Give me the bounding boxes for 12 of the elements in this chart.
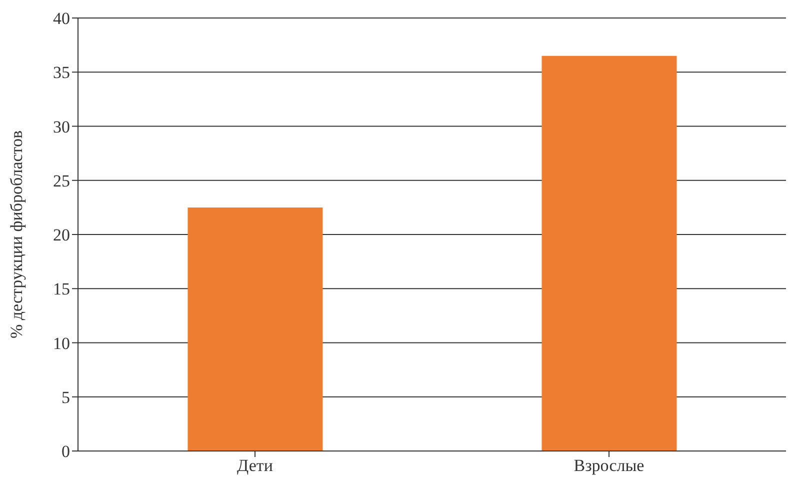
y-tick-label: 20 xyxy=(53,226,70,245)
y-axis-title: % деструкции фибробластов xyxy=(7,130,26,339)
y-tick-label: 30 xyxy=(53,117,70,136)
y-tick-label: 40 xyxy=(53,9,70,28)
y-tick-label: 35 xyxy=(53,63,70,82)
y-tick-label: 0 xyxy=(62,442,70,462)
y-tick-label: 5 xyxy=(62,388,70,407)
y-tick-label: 15 xyxy=(53,280,70,299)
x-tick-label: Взрослые xyxy=(574,456,644,476)
y-tick-label: 25 xyxy=(53,171,70,190)
x-tick-label: Дети xyxy=(237,456,273,476)
y-tick-label: 10 xyxy=(53,334,70,353)
